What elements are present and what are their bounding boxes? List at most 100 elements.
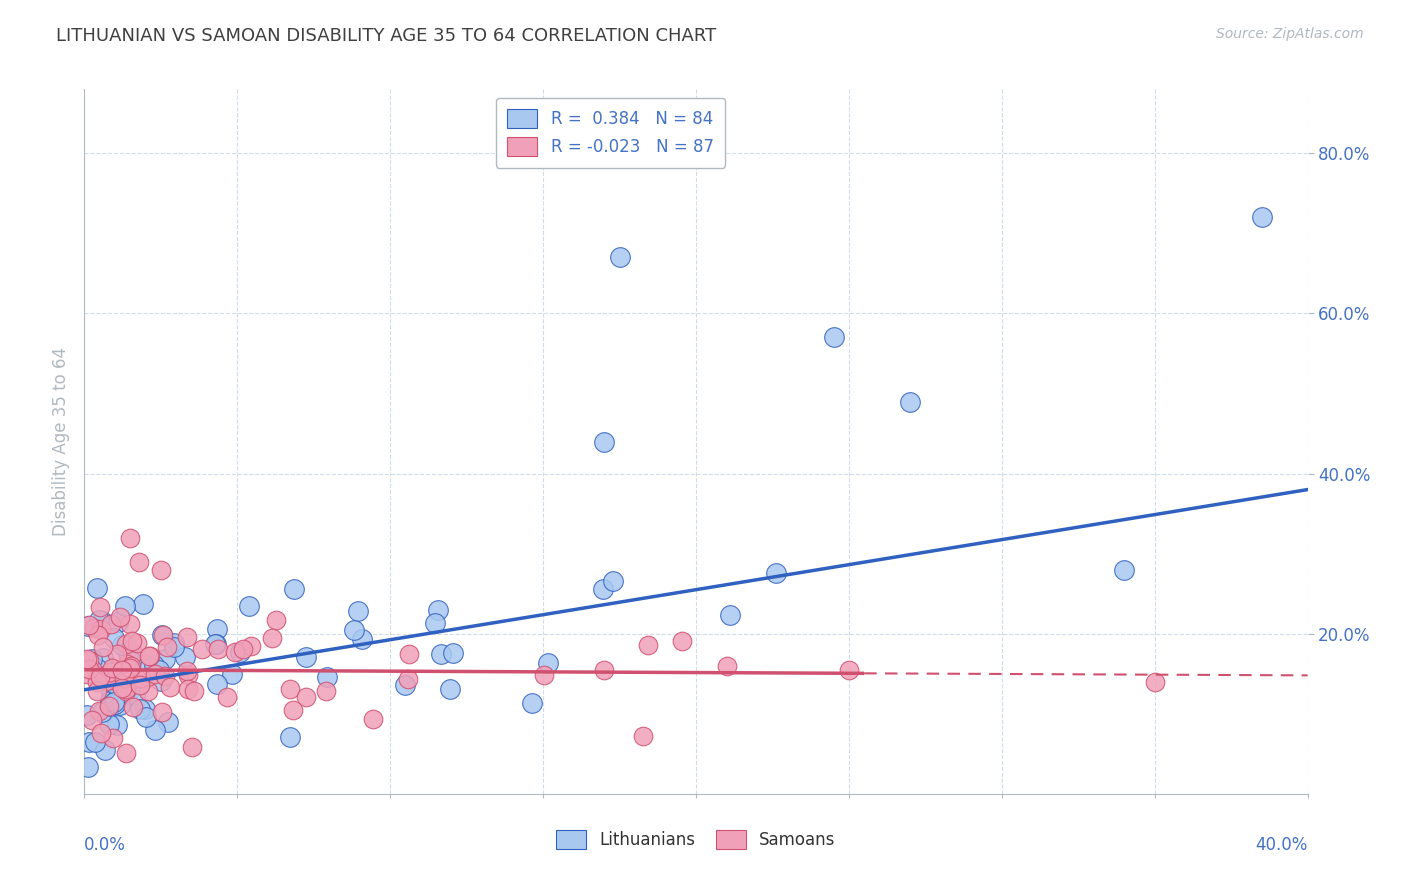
Point xyxy=(76,667,98,681)
Point xyxy=(98,665,121,679)
Point xyxy=(120,654,142,668)
Point xyxy=(183,684,205,698)
Point xyxy=(86,581,108,595)
Point xyxy=(278,682,301,697)
Point xyxy=(111,681,134,695)
Point xyxy=(90,726,112,740)
Point xyxy=(90,622,112,636)
Point xyxy=(150,706,173,720)
Point xyxy=(439,681,461,696)
Point xyxy=(83,621,105,635)
Point xyxy=(602,574,624,589)
Point xyxy=(87,628,110,642)
Point xyxy=(156,640,179,655)
Point xyxy=(838,663,860,677)
Y-axis label: Disability Age 35 to 64: Disability Age 35 to 64 xyxy=(52,347,70,536)
Point xyxy=(156,715,179,730)
Point xyxy=(207,642,229,657)
Point xyxy=(143,658,166,673)
Point xyxy=(153,669,176,683)
Point xyxy=(120,531,142,545)
Point xyxy=(898,394,921,409)
Point xyxy=(239,639,262,653)
Point xyxy=(77,760,100,774)
Point xyxy=(149,673,172,688)
Point xyxy=(177,668,200,682)
Point xyxy=(631,729,654,743)
Point xyxy=(118,616,141,631)
Point xyxy=(98,716,121,731)
Point xyxy=(97,672,120,686)
Point xyxy=(86,684,108,698)
Point xyxy=(159,680,181,694)
Point xyxy=(1114,563,1136,577)
Point xyxy=(224,645,246,659)
Point xyxy=(128,555,150,569)
Point xyxy=(101,660,124,674)
Point xyxy=(115,746,138,760)
Point xyxy=(190,641,212,656)
Point xyxy=(176,664,198,678)
Point xyxy=(87,613,110,627)
Point xyxy=(138,649,160,664)
Point xyxy=(132,598,155,612)
Point xyxy=(136,684,159,698)
Point xyxy=(94,743,117,757)
Point xyxy=(118,661,141,675)
Point xyxy=(215,690,238,704)
Point xyxy=(80,714,103,728)
Point xyxy=(592,582,614,596)
Point xyxy=(128,702,150,716)
Point xyxy=(101,731,124,746)
Point xyxy=(148,663,170,677)
Point xyxy=(91,640,114,654)
Point xyxy=(124,688,146,702)
Point xyxy=(89,704,111,718)
Point xyxy=(149,563,172,577)
Text: 40.0%: 40.0% xyxy=(1256,836,1308,855)
Legend: Lithuanians, Samoans: Lithuanians, Samoans xyxy=(550,823,842,856)
Point xyxy=(80,662,103,676)
Point xyxy=(315,684,337,698)
Point xyxy=(136,670,159,684)
Point xyxy=(107,690,129,704)
Point xyxy=(98,698,121,713)
Point xyxy=(112,671,135,685)
Point xyxy=(77,734,100,748)
Point xyxy=(76,661,98,675)
Point xyxy=(396,673,419,687)
Point xyxy=(79,662,101,676)
Point xyxy=(593,663,616,677)
Point xyxy=(143,723,166,738)
Point xyxy=(128,678,150,692)
Point xyxy=(295,649,318,664)
Point xyxy=(103,677,125,691)
Point xyxy=(173,649,195,664)
Point xyxy=(111,686,134,700)
Point xyxy=(115,681,138,696)
Point xyxy=(120,659,142,673)
Point xyxy=(121,633,143,648)
Point xyxy=(204,636,226,650)
Point xyxy=(423,616,446,631)
Point xyxy=(122,700,145,714)
Point xyxy=(163,640,186,654)
Point xyxy=(104,697,127,711)
Point xyxy=(205,622,228,636)
Point xyxy=(152,628,174,642)
Point xyxy=(1250,211,1272,225)
Point xyxy=(103,632,125,646)
Point xyxy=(176,630,198,644)
Text: LITHUANIAN VS SAMOAN DISABILITY AGE 35 TO 64 CORRELATION CHART: LITHUANIAN VS SAMOAN DISABILITY AGE 35 T… xyxy=(56,27,717,45)
Point xyxy=(177,681,200,696)
Point xyxy=(520,696,543,710)
Point xyxy=(720,608,742,623)
Point xyxy=(537,657,560,671)
Point xyxy=(115,657,138,671)
Point xyxy=(716,658,738,673)
Point xyxy=(89,669,111,683)
Point xyxy=(823,330,845,344)
Text: 0.0%: 0.0% xyxy=(84,836,127,855)
Point xyxy=(295,690,318,704)
Point xyxy=(107,615,129,629)
